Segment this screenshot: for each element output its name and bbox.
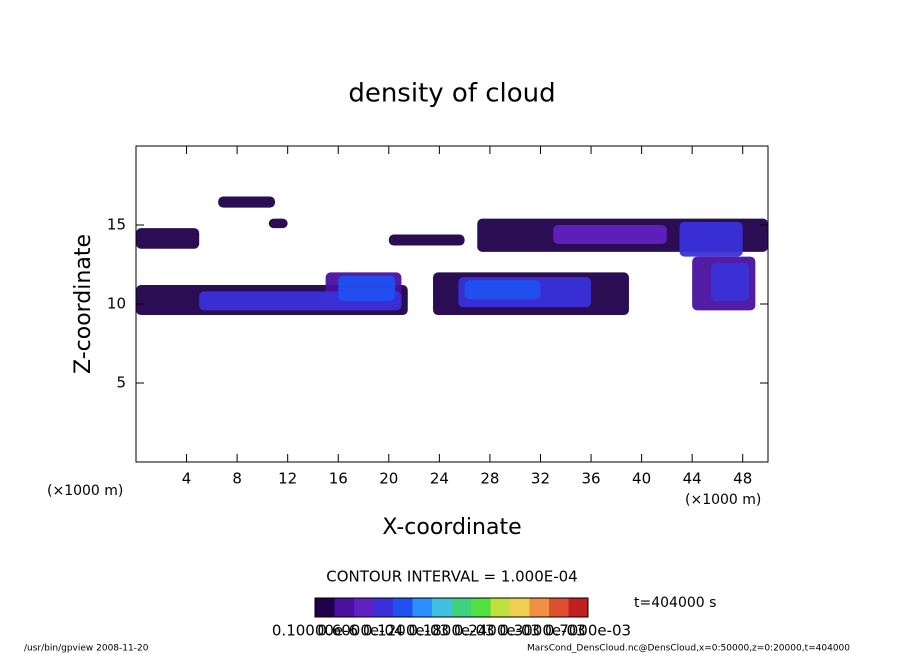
cloud-patch [268, 218, 288, 229]
x-tick-label: 40 [632, 470, 651, 488]
colorbar-swatch [451, 598, 472, 617]
cloud-patch [711, 262, 750, 301]
footer-left: /usr/bin/gpview 2008-11-20 [24, 644, 149, 654]
colorbar-swatch [432, 598, 452, 617]
colorbar-swatch [354, 598, 374, 617]
cloud-patch [464, 280, 541, 300]
colorbar-label: 0.1800e-03 [408, 622, 494, 640]
colorbar-swatch [529, 598, 550, 617]
x-tick-label: 32 [531, 470, 550, 488]
x-tick-label: 48 [733, 470, 752, 488]
y-axis-label: Z-coordinate [71, 234, 96, 374]
colorbar-label: 0.6000e-04 [317, 622, 403, 640]
cloud-patch [553, 225, 667, 244]
x-tick-label: 24 [430, 470, 449, 488]
colorbar-label: 0.3000e-03 [499, 622, 585, 640]
x-tick-label: 20 [379, 470, 398, 488]
x-tick-label: 12 [278, 470, 297, 488]
cloud-patch [679, 221, 743, 257]
x-unit: (×1000 m) [47, 483, 123, 499]
x-axis-label: X-coordinate [382, 515, 521, 540]
colorbar-swatch [412, 598, 433, 617]
y-tick-label: 5 [116, 374, 126, 392]
plot-area [136, 196, 768, 316]
cloud-patch [388, 234, 465, 246]
colorbar-swatch [393, 598, 413, 617]
x-tick-label: 4 [182, 470, 192, 488]
cloud-patch [218, 196, 276, 208]
y-tick-label: 10 [107, 295, 126, 313]
cloud-patch [136, 228, 200, 249]
x-tick-label: 28 [480, 470, 499, 488]
x-tick-label: 16 [329, 470, 348, 488]
time-label: t=404000 s [634, 595, 716, 611]
x-tick-label: 8 [232, 470, 242, 488]
footer-right: MarsCond_DensCloud.nc@DensCloud,x=0:5000… [527, 644, 850, 654]
x-tick-label: 36 [581, 470, 600, 488]
colorbar-swatch [471, 598, 491, 617]
colorbar-swatch [334, 598, 355, 617]
cloud-patch [338, 275, 396, 301]
colorbar-swatch [373, 598, 394, 617]
colorbar-swatch [510, 598, 530, 617]
x-unit: (×1000 m) [685, 492, 761, 508]
colorbar-label: 0.7000e-03 [545, 622, 631, 640]
colorbar-label: 0.1200e-03 [363, 622, 449, 640]
y-tick-label: 15 [107, 216, 126, 234]
colorbar-swatch [568, 598, 589, 617]
colorbar-swatch [315, 598, 335, 617]
colorbar-swatch [490, 598, 511, 617]
x-tick-label: 44 [683, 470, 702, 488]
colorbar-frame [314, 597, 589, 618]
chart-title: density of cloud [348, 79, 555, 109]
colorbar-label: 0.10000e-6 [272, 622, 358, 640]
contour-interval: CONTOUR INTERVAL = 1.000E-04 [326, 568, 577, 586]
colorbar-label: 0.2400e-03 [454, 622, 540, 640]
colorbar-swatch [549, 598, 569, 617]
